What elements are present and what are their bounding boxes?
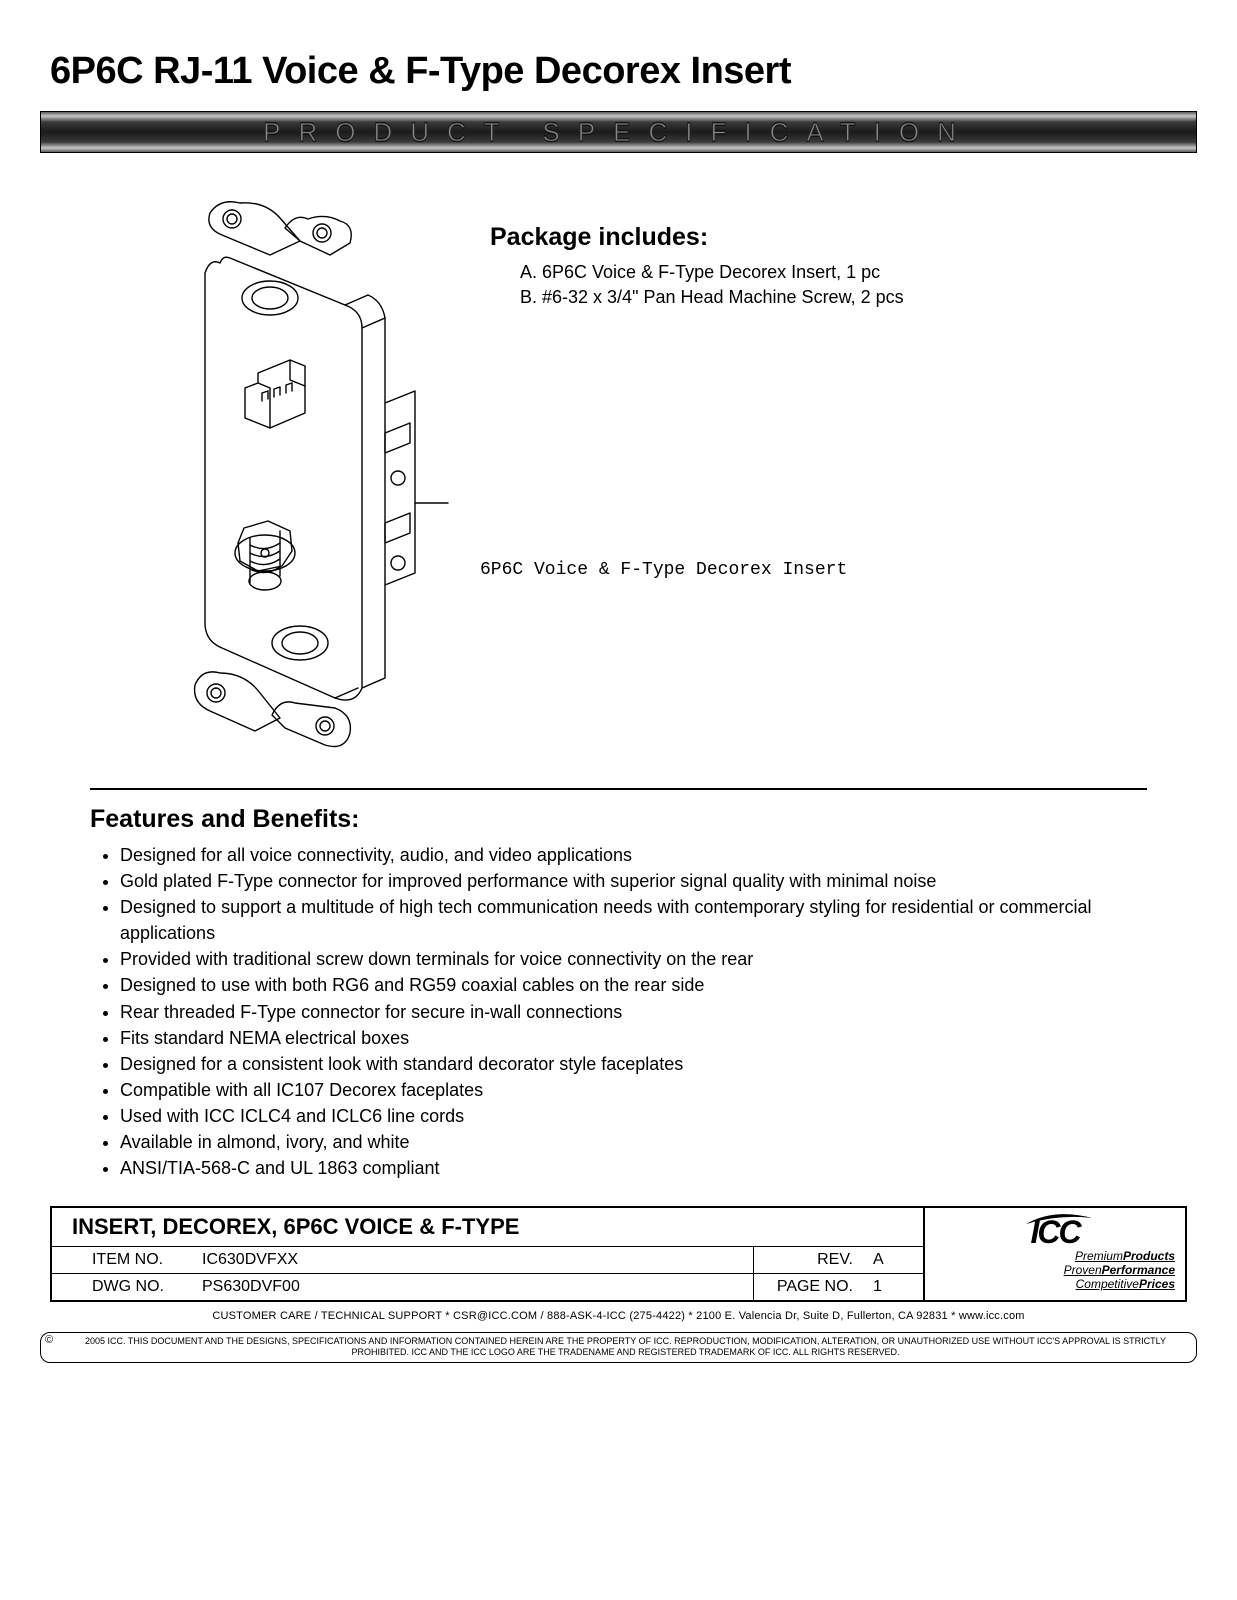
tagline: PremiumProducts xyxy=(935,1249,1175,1263)
item-no-label: ITEM NO. xyxy=(52,1247,192,1273)
tagline: CompetitivePrices xyxy=(935,1277,1175,1291)
rev-value: A xyxy=(863,1247,923,1273)
feature-item: Designed for a consistent look with stan… xyxy=(120,1051,1147,1077)
product-diagram xyxy=(150,183,450,763)
mid-section: Package includes: A. 6P6C Voice & F-Type… xyxy=(40,183,1197,768)
feature-item: Available in almond, ivory, and white xyxy=(120,1129,1147,1155)
features-list: Designed for all voice connectivity, aud… xyxy=(90,842,1147,1181)
feature-item: Rear threaded F-Type connector for secur… xyxy=(120,999,1147,1025)
feature-item: Compatible with all IC107 Decorex facepl… xyxy=(120,1077,1147,1103)
item-no-value: IC630DVFXX xyxy=(192,1247,753,1273)
tagline: ProvenPerformance xyxy=(935,1263,1175,1277)
feature-item: Fits standard NEMA electrical boxes xyxy=(120,1025,1147,1051)
feature-item: Designed to support a multitude of high … xyxy=(120,894,1147,946)
icc-logo: ICC xyxy=(1030,1218,1079,1247)
copyright-text: 2005 ICC. THIS DOCUMENT AND THE DESIGNS,… xyxy=(49,1336,1188,1359)
feature-item: Provided with traditional screw down ter… xyxy=(120,946,1147,972)
copyright-box: © 2005 ICC. THIS DOCUMENT AND THE DESIGN… xyxy=(40,1332,1197,1363)
package-heading: Package includes: xyxy=(490,223,1197,252)
page-title: 6P6C RJ-11 Voice & F-Type Decorex Insert xyxy=(50,50,1197,93)
feature-item: ANSI/TIA-568-C and UL 1863 compliant xyxy=(120,1155,1147,1181)
feature-item: Used with ICC ICLC4 and ICLC6 line cords xyxy=(120,1103,1147,1129)
dwg-no-value: PS630DVF00 xyxy=(192,1274,753,1300)
features-heading: Features and Benefits: xyxy=(90,805,1147,834)
package-list: A. 6P6C Voice & F-Type Decorex Insert, 1… xyxy=(490,260,1197,310)
feature-item: Gold plated F-Type connector for improve… xyxy=(120,868,1147,894)
diagram-column xyxy=(40,183,460,768)
rev-label: REV. xyxy=(753,1247,863,1273)
page-no-value: 1 xyxy=(863,1274,923,1300)
title-block-left: INSERT, DECOREX, 6P6C VOICE & F-TYPE ITE… xyxy=(52,1208,925,1300)
logo-taglines: PremiumProducts ProvenPerformance Compet… xyxy=(935,1249,1175,1291)
contact-line: CUSTOMER CARE / TECHNICAL SUPPORT * CSR@… xyxy=(40,1310,1197,1322)
title-block-header: INSERT, DECOREX, 6P6C VOICE & F-TYPE xyxy=(52,1208,923,1247)
package-item: A. 6P6C Voice & F-Type Decorex Insert, 1… xyxy=(520,260,1197,285)
title-block: INSERT, DECOREX, 6P6C VOICE & F-TYPE ITE… xyxy=(50,1206,1187,1302)
package-item: B. #6-32 x 3/4" Pan Head Machine Screw, … xyxy=(520,285,1197,310)
page-no-label: PAGE NO. xyxy=(753,1274,863,1300)
features-section: Features and Benefits: Designed for all … xyxy=(40,805,1197,1181)
logo-swoosh-icon xyxy=(1024,1212,1094,1226)
spec-banner-text: PRODUCT SPECIFICATION xyxy=(263,117,974,148)
title-block-row: ITEM NO. IC630DVFXX REV. A xyxy=(52,1247,923,1273)
copyright-icon: © xyxy=(45,1334,53,1346)
diagram-callout: 6P6C Voice & F-Type Decorex Insert xyxy=(480,560,1197,580)
title-block-row: DWG NO. PS630DVF00 PAGE NO. 1 xyxy=(52,1273,923,1300)
feature-item: Designed for all voice connectivity, aud… xyxy=(120,842,1147,868)
dwg-no-label: DWG NO. xyxy=(52,1274,192,1300)
spec-banner: PRODUCT SPECIFICATION xyxy=(40,111,1197,153)
feature-item: Designed to use with both RG6 and RG59 c… xyxy=(120,972,1147,998)
info-column: Package includes: A. 6P6C Voice & F-Type… xyxy=(490,183,1197,768)
title-block-logo: ICC PremiumProducts ProvenPerformance Co… xyxy=(925,1208,1185,1300)
divider xyxy=(90,788,1147,790)
